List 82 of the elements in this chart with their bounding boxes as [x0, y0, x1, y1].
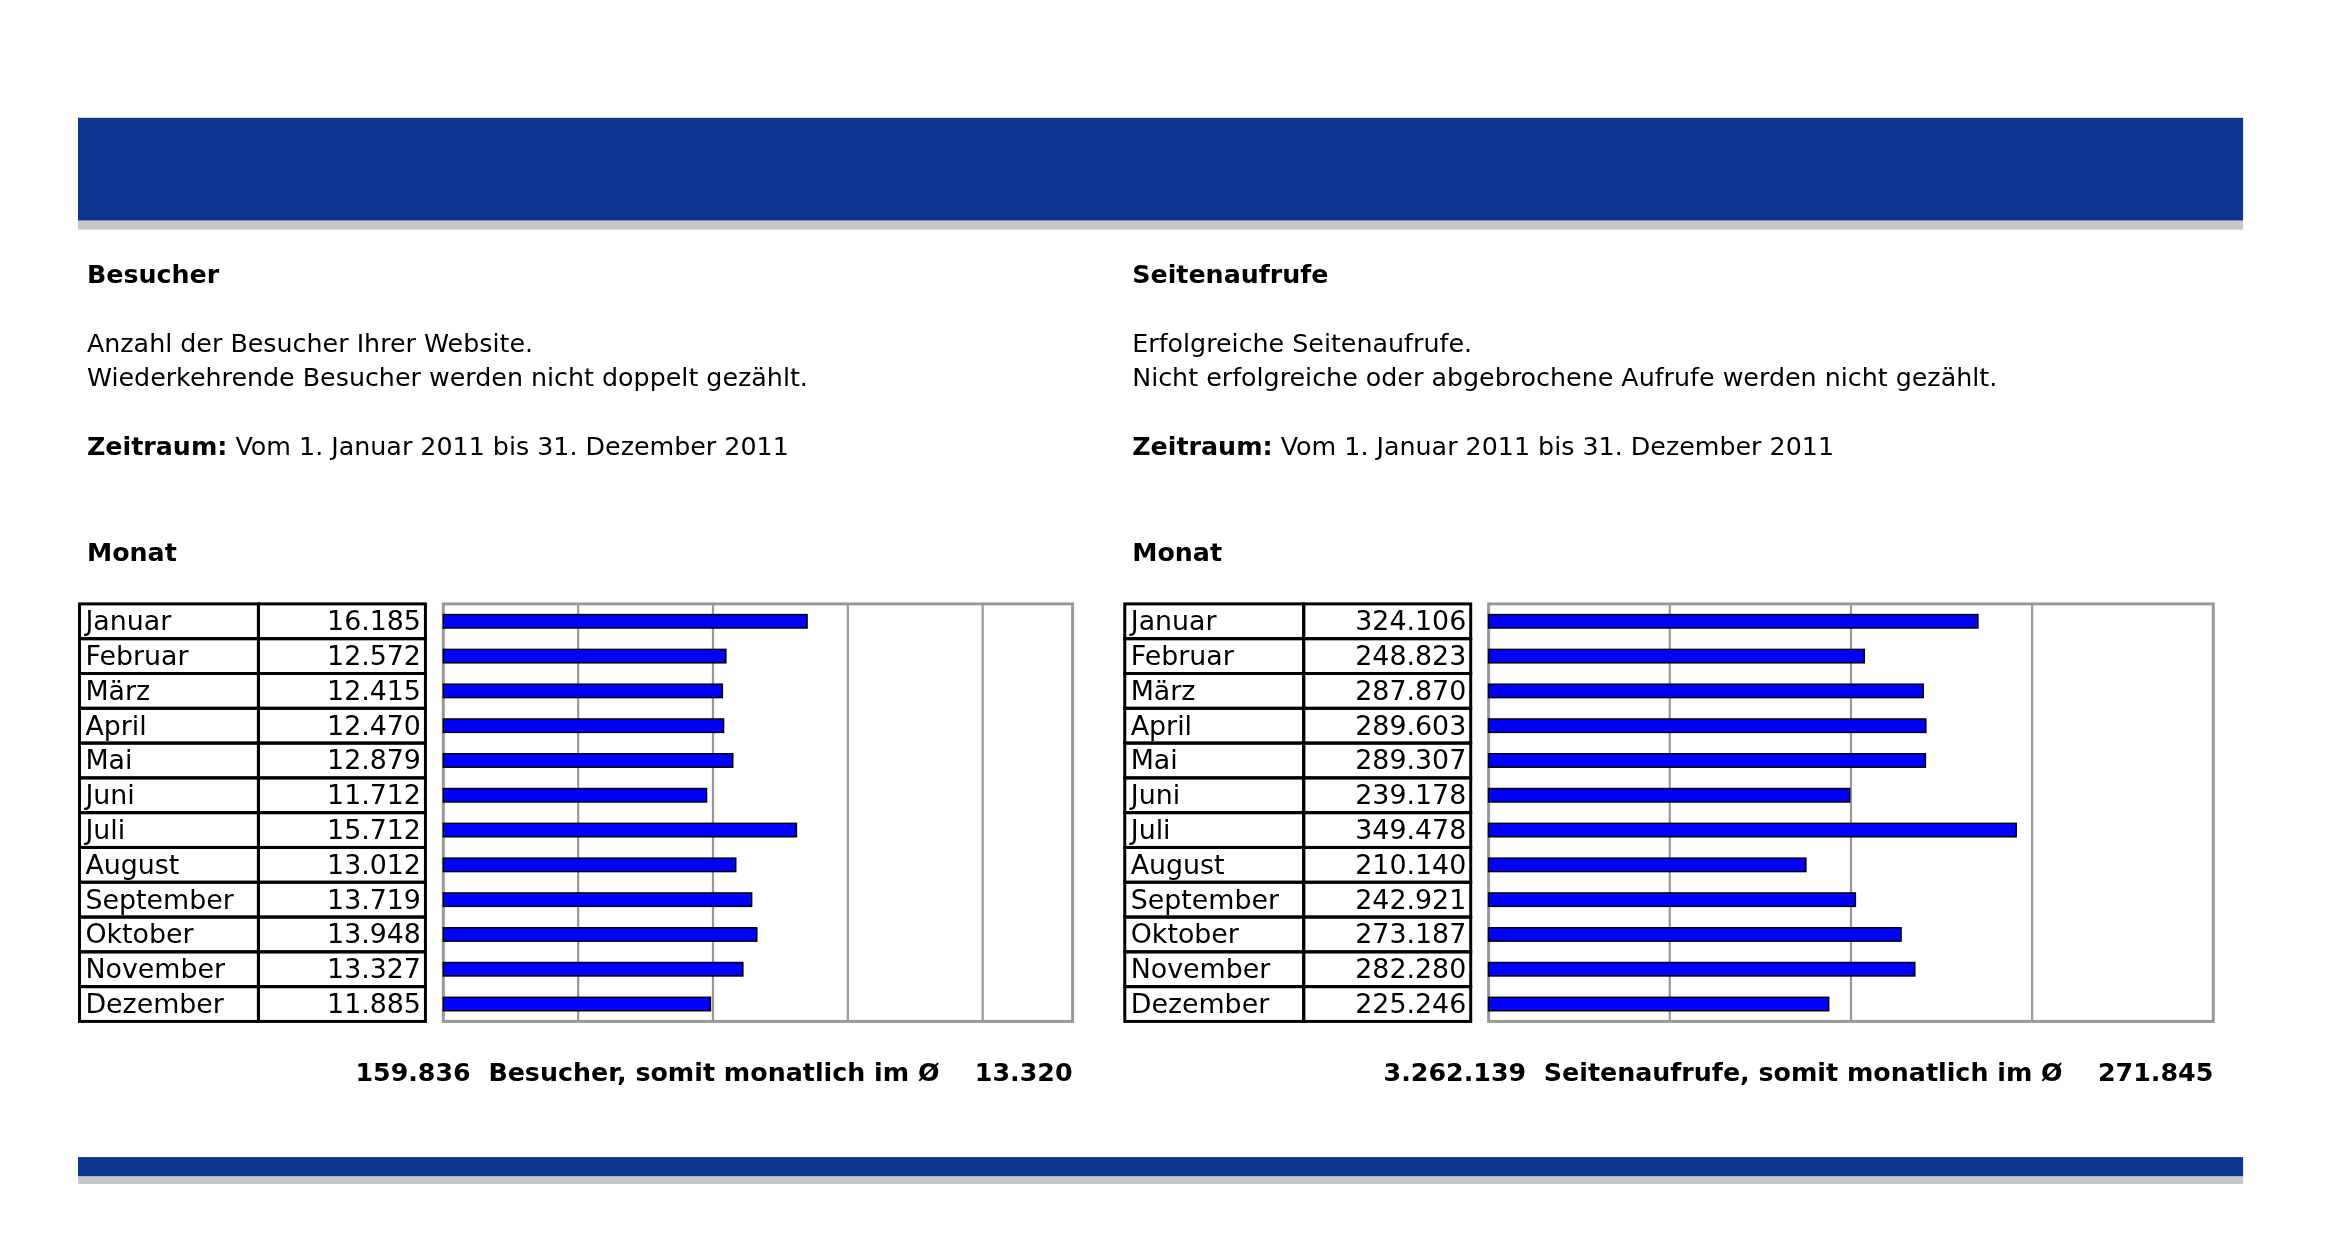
data-label: 13.719 — [327, 883, 421, 915]
data-label: 248.823 — [1355, 640, 1467, 672]
data-label: 225.246 — [1355, 987, 1467, 1019]
text: 159.836 Besucher, somit monatlich im Ø 13.320 — [355, 1057, 1073, 1088]
data-label: 289.603 — [1355, 709, 1467, 741]
chart-subtitle: Erfolgreiche Seitenaufrufe. Nicht erfolgreiche oder abgebrochene Aufrufe werden nicht gezählt. — [1132, 327, 1998, 393]
bar — [442, 996, 712, 1012]
data-label: 289.307 — [1355, 744, 1467, 776]
bar — [1487, 996, 1830, 1012]
bar — [1487, 926, 1902, 942]
bar — [1487, 613, 1979, 629]
y-tick-label: Januar — [1128, 605, 1218, 637]
y-tick-label: September — [1130, 883, 1280, 915]
bar — [442, 857, 737, 873]
bar — [442, 683, 724, 699]
data-label: 287.870 — [1355, 674, 1467, 706]
y-tick-label: Oktober — [1130, 918, 1240, 950]
y-tick-label: August — [85, 848, 180, 880]
bar — [1487, 787, 1851, 803]
data-label: 11.885 — [327, 987, 421, 1019]
text: Zeitraum: Vom 1. Januar 2011 bis 31. Dezember 2011 — [1132, 430, 1835, 461]
bar — [442, 718, 725, 734]
bar — [1487, 857, 1807, 873]
data-label: 282.280 — [1355, 953, 1467, 985]
bar — [1487, 683, 1924, 699]
y-tick-label: Juli — [83, 814, 126, 846]
data-label: 13.327 — [327, 953, 421, 985]
data-label: 12.879 — [327, 744, 421, 776]
bar — [442, 613, 808, 629]
text: Zeitraum: Vom 1. Januar 2011 bis 31. Dezember 2011 — [86, 430, 789, 461]
chart-subtitle: Anzahl der Besucher Ihrer Website. Wiederkehrende Besucher werden nicht doppelt gezählt. — [86, 327, 808, 393]
data-label: 12.470 — [327, 709, 421, 741]
bar — [442, 961, 744, 977]
y-tick-label: November — [85, 953, 226, 985]
y-tick-label: Mai — [85, 744, 133, 776]
y-tick-label: März — [85, 674, 151, 706]
y-tick-label: November — [1130, 953, 1272, 985]
data-label: 13.012 — [327, 848, 421, 880]
y-tick-label: April — [85, 709, 147, 741]
text: Seitenaufrufe — [1132, 259, 1329, 290]
y-axis-title: Monat — [86, 536, 177, 567]
data-label: 349.478 — [1355, 814, 1467, 846]
y-tick-label: Februar — [1130, 640, 1235, 672]
bar — [1487, 892, 1857, 908]
y-tick-label: Dezember — [85, 987, 225, 1019]
bar — [1487, 718, 1927, 734]
bar — [442, 648, 727, 664]
data-label: 324.106 — [1355, 605, 1467, 637]
data-label: 11.712 — [327, 779, 421, 811]
bar — [442, 926, 758, 942]
bar — [1487, 822, 2017, 838]
y-tick-label: Dezember — [1130, 987, 1271, 1019]
y-axis-title: Monat — [1132, 536, 1223, 567]
bar — [442, 892, 753, 908]
bar — [442, 753, 734, 768]
bar — [442, 787, 708, 803]
data-label: 12.415 — [327, 674, 421, 706]
y-tick-label: Oktober — [85, 918, 195, 950]
data-label: 13.948 — [327, 918, 421, 950]
text: Besucher — [86, 259, 220, 290]
y-tick-label: September — [85, 883, 235, 915]
bar — [442, 822, 798, 838]
y-tick-label: April — [1130, 709, 1193, 741]
bar — [1487, 648, 1866, 664]
text: 3.262.139 Seitenaufrufe, somit monatlich im Ø 271.845 — [1383, 1057, 2214, 1088]
y-tick-label: August — [1130, 848, 1225, 880]
data-label: 15.712 — [327, 814, 421, 846]
data-label: 210.140 — [1355, 848, 1467, 880]
y-tick-label: Juni — [1128, 779, 1181, 811]
y-tick-label: Mai — [1130, 744, 1178, 776]
y-tick-label: März — [1130, 674, 1196, 706]
bar — [1487, 961, 1916, 977]
data-label: 242.921 — [1355, 883, 1467, 915]
data-label: 16.185 — [327, 605, 421, 637]
bar — [1487, 753, 1927, 768]
y-tick-label: Februar — [85, 640, 190, 672]
y-tick-label: Juli — [1128, 814, 1171, 846]
y-tick-label: Januar — [83, 605, 173, 637]
data-label: 12.572 — [327, 640, 421, 672]
y-tick-label: Juni — [83, 779, 135, 811]
data-label: 239.178 — [1355, 779, 1467, 811]
data-label: 273.187 — [1355, 918, 1467, 950]
